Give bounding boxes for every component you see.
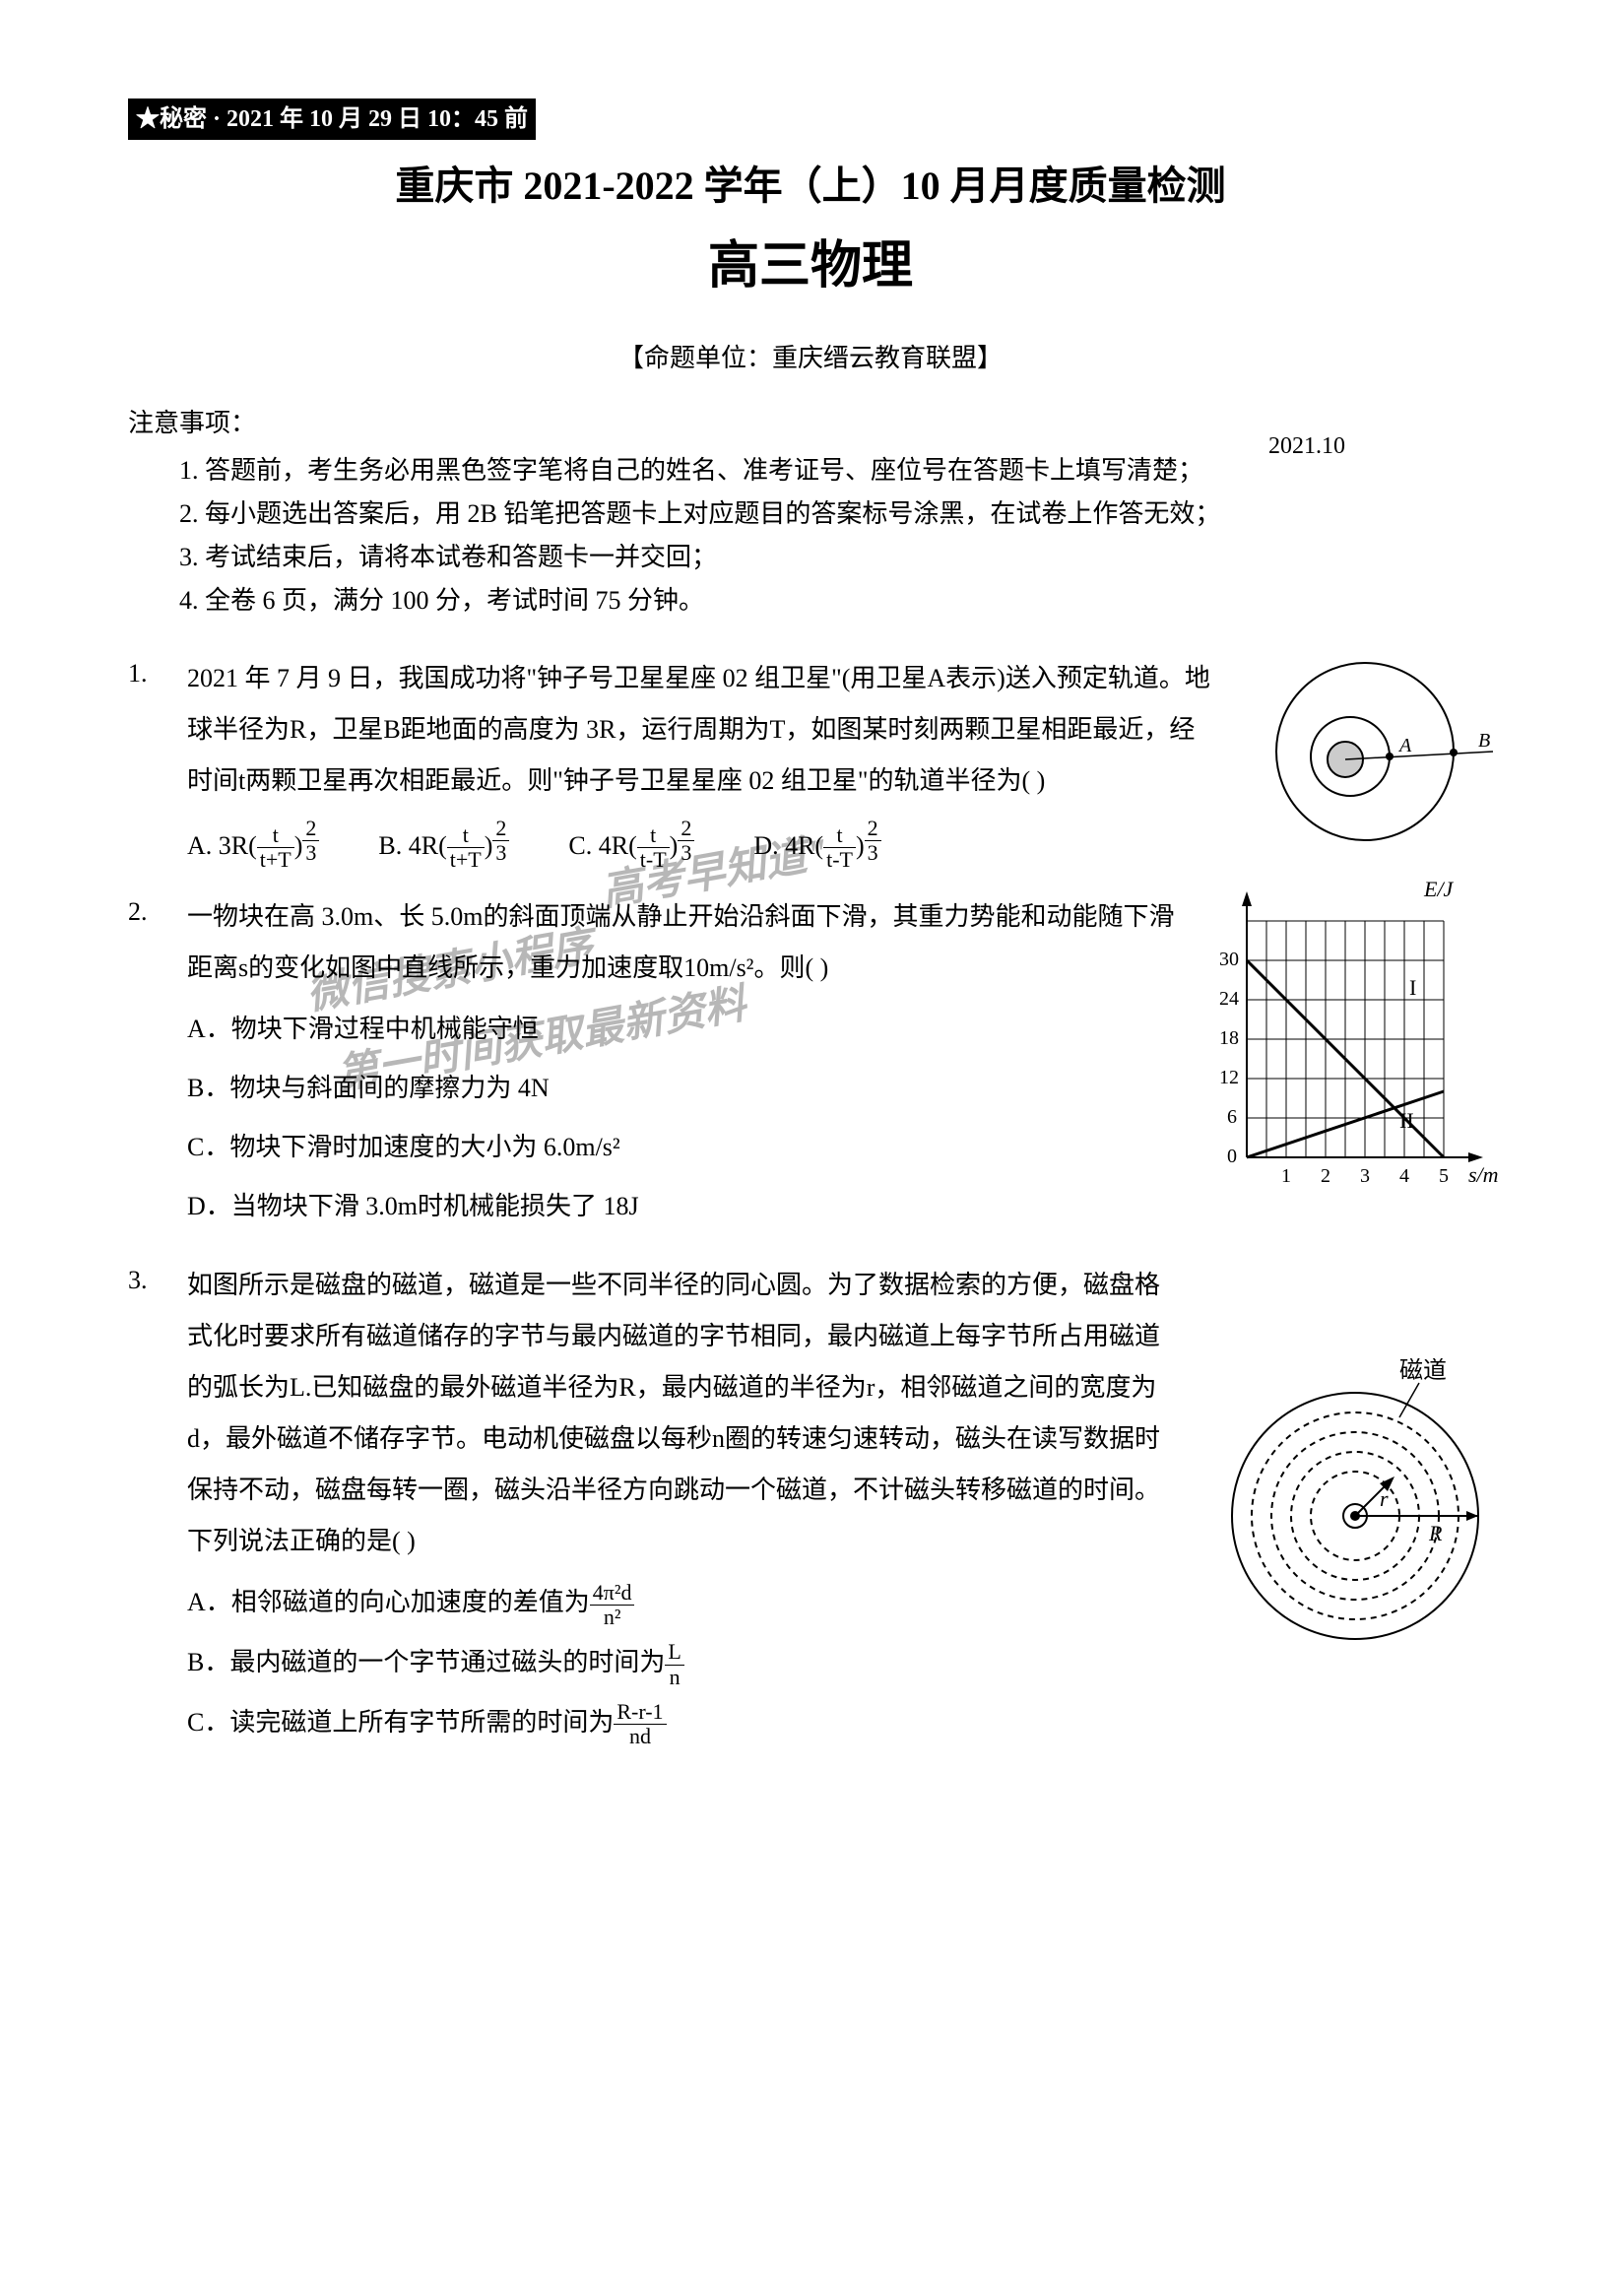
org-line: 【命题单位：重庆缙云教育联盟】 <box>128 338 1493 379</box>
svg-text:30: 30 <box>1219 949 1239 970</box>
svg-text:4: 4 <box>1399 1165 1409 1187</box>
disk-figure: 磁道 r R <box>1207 1358 1503 1667</box>
energy-graph: E/J s/m <box>1198 872 1503 1210</box>
notice-item-2: 2. 每小题选出答案后，用 2B 铅笔把答题卡上对应题目的答案标号涂黑，在试卷上… <box>128 492 1493 536</box>
question-1: 1. 2021 年 7 月 9 日，我国成功将"钟子号卫星星座 02 组卫星"(… <box>128 653 1493 873</box>
svg-text:6: 6 <box>1227 1106 1237 1128</box>
q1-optC: C. 4R(tt-T)23 <box>568 817 694 873</box>
svg-text:r: r <box>1380 1486 1389 1511</box>
title-main: 重庆市 2021-2022 学年（上）10 月月度质量检测 <box>128 155 1493 218</box>
svg-text:R: R <box>1428 1521 1443 1545</box>
svg-text:I: I <box>1409 975 1416 1000</box>
svg-text:A: A <box>1397 735 1412 756</box>
question-2: 2. 一物块在高 3.0m、长 5.0m的斜面顶端从静止开始沿斜面下滑，其重力势… <box>128 891 1493 1240</box>
svg-text:12: 12 <box>1219 1067 1239 1088</box>
svg-text:B: B <box>1478 730 1490 752</box>
orbit-figure: A B <box>1257 653 1503 863</box>
title-sub: 高三物理 <box>128 226 1493 307</box>
svg-text:s/m: s/m <box>1468 1162 1499 1187</box>
svg-text:E/J: E/J <box>1423 877 1455 901</box>
q3-optC: C．读完磁道上所有字节所需的时间为R-r-1nd <box>187 1697 1493 1749</box>
notice-item-4: 4. 全卷 6 页，满分 100 分，考试时间 75 分钟。 <box>128 579 1493 623</box>
q1-optA: A. 3R(tt+T)23 <box>187 817 319 873</box>
date-right: 2021.10 <box>1268 427 1345 465</box>
svg-text:0: 0 <box>1227 1146 1237 1167</box>
q1-num: 1. <box>128 653 187 873</box>
svg-text:1: 1 <box>1281 1165 1291 1187</box>
svg-text:II: II <box>1399 1108 1414 1133</box>
q3-num: 3. <box>128 1260 187 1756</box>
question-3: 3. 如图所示是磁盘的磁道，磁道是一些不同半径的同心圆。为了数据检索的方便，磁盘… <box>128 1260 1493 1756</box>
svg-text:2: 2 <box>1321 1165 1330 1187</box>
svg-text:18: 18 <box>1219 1027 1239 1049</box>
svg-text:5: 5 <box>1439 1165 1449 1187</box>
svg-text:24: 24 <box>1219 988 1239 1010</box>
q2-num: 2. <box>128 891 187 1240</box>
svg-text:3: 3 <box>1360 1165 1370 1187</box>
notice-item-3: 3. 考试结束后，请将本试卷和答题卡一并交回； <box>128 536 1493 579</box>
q1-optB: B. 4R(tt+T)23 <box>378 817 509 873</box>
svg-text:磁道: 磁道 <box>1399 1358 1447 1384</box>
secret-banner: ★秘密 · 2021 年 10 月 29 日 10：45 前 <box>128 98 536 140</box>
q1-optD: D. 4R(tt-T)23 <box>753 817 880 873</box>
